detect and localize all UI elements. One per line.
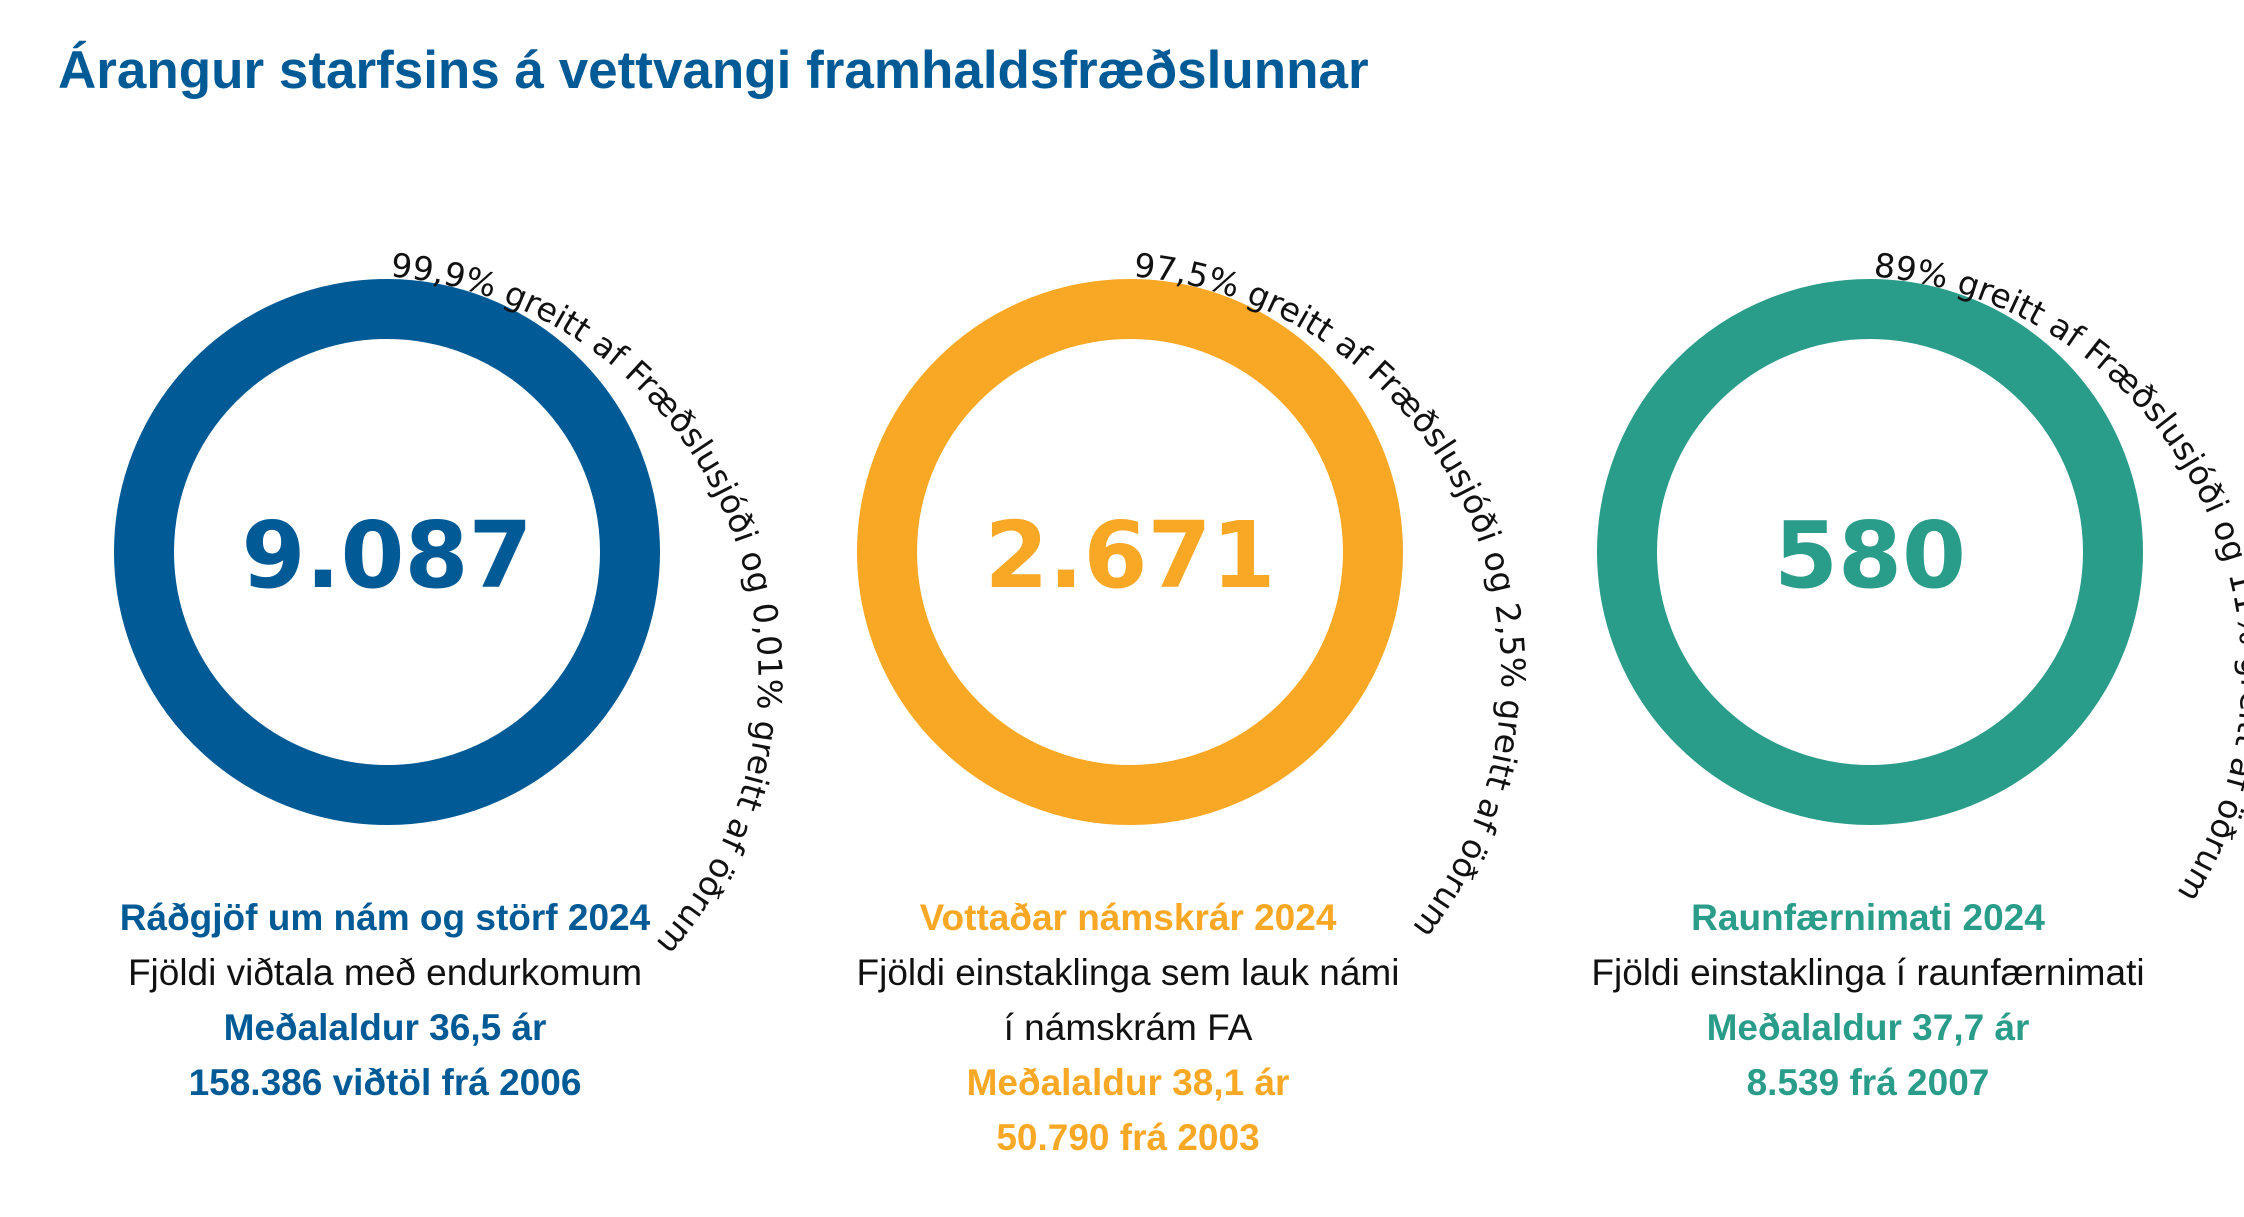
stat-card-competence-assessment: 89% greitt af Fræðslusjóði og 11% greitt…	[1508, 230, 2244, 1190]
ring-chart: 97,5% greitt af Fræðslusjóði og 2,5% gre…	[857, 245, 1533, 946]
caption-title: Raunfærnimati 2024	[1691, 897, 2045, 938]
caption-average-age: Meðalaldur 37,7 ár	[1706, 1007, 2030, 1048]
stat-number: 9.087	[241, 502, 532, 609]
caption-title: Ráðgjöf um nám og störf 2024	[119, 897, 651, 938]
stat-card-curricula: 97,5% greitt af Fræðslusjóði og 2,5% gre…	[768, 230, 1533, 1190]
caption: Ráðgjöf um nám og störf 2024 Fjöldi viðt…	[25, 890, 745, 1110]
progress-ring	[857, 279, 1403, 825]
ring-chart: 89% greitt af Fræðslusjóði og 11% greitt…	[1597, 245, 2244, 909]
caption-description: Fjöldi einstaklinga sem lauk námi	[856, 952, 1400, 993]
caption-title: Vottaðar námskrár 2024	[919, 897, 1337, 938]
progress-ring	[1597, 279, 2143, 825]
page-title: Árangur starfsins á vettvangi framhaldsf…	[58, 41, 1369, 100]
caption: Vottaðar námskrár 2024 Fjöldi einstaklin…	[768, 890, 1488, 1165]
caption-description: Fjöldi einstaklinga í raunfærnimati	[1591, 952, 2145, 993]
caption-description: Fjöldi viðtala með endurkomum	[127, 952, 643, 993]
progress-ring	[114, 279, 660, 825]
caption: Raunfærnimati 2024 Fjöldi einstaklinga í…	[1508, 890, 2228, 1110]
stat-number: 2.671	[984, 502, 1275, 609]
stat-card-counseling: 99,9% greitt af Fræðslusjóði og 0,01% gr…	[25, 230, 790, 1190]
caption-average-age: Meðalaldur 38,1 ár	[966, 1062, 1290, 1103]
caption-total: 8.539 frá 2007	[1746, 1062, 1990, 1103]
caption-average-age: Meðalaldur 36,5 ár	[223, 1007, 547, 1048]
caption-total: 50.790 frá 2003	[996, 1117, 1260, 1158]
ring-chart: 99,9% greitt af Fræðslusjóði og 0,01% gr…	[114, 245, 790, 963]
stat-number: 580	[1774, 502, 1966, 609]
caption-description: í námskrám FA	[1003, 1007, 1253, 1048]
caption-total: 158.386 viðtöl frá 2006	[188, 1062, 582, 1103]
